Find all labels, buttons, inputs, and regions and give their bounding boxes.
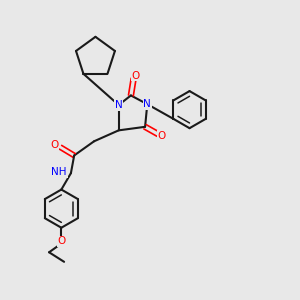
Text: N: N [115, 100, 122, 110]
Text: N: N [143, 99, 151, 109]
Text: O: O [50, 140, 59, 149]
Text: O: O [132, 70, 140, 80]
Text: NH: NH [51, 167, 67, 177]
Text: O: O [57, 236, 65, 246]
Text: O: O [157, 131, 166, 141]
